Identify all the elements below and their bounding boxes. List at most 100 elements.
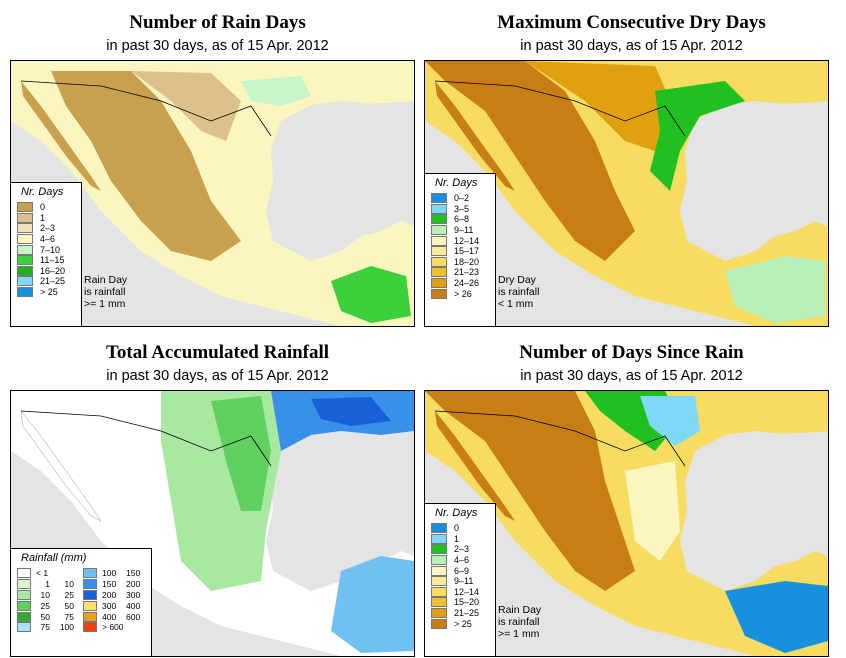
- legend-range-high: 600: [126, 611, 141, 622]
- legend-entry: 21–25: [431, 608, 495, 619]
- legend-entry: > 26: [431, 288, 495, 299]
- mixed-zone: [625, 461, 680, 561]
- map-days-since-rain: Nr. Days 0 1 2–3 4–6 6–9 9–11 12–14 15–20 21–25 >…: [424, 390, 829, 657]
- baja-peninsula: [20, 410, 102, 522]
- legend-range-low: 300: [102, 600, 117, 611]
- legend-label: 6–9: [454, 565, 470, 576]
- legend-entry: 18–20: [431, 256, 495, 268]
- panel-title: Maximum Consecutive Dry Days: [497, 12, 766, 33]
- recent-rain-zone-2: [640, 396, 700, 446]
- legend-label: 21–25: [454, 608, 480, 619]
- legend-swatch: [431, 576, 447, 587]
- legend-swatch: [17, 202, 33, 213]
- legend-label: > 26: [454, 288, 472, 299]
- legend-entry: 12–14: [431, 586, 495, 598]
- map-total-rainfall: Rainfall (mm) < 1 1 10 10 25 25 50 50 75 75 100 10…: [10, 390, 415, 657]
- long-dry-zone: [425, 391, 635, 591]
- gulf-water: [266, 431, 414, 591]
- legend-entry: 0: [431, 523, 495, 534]
- legend-swatch: [17, 589, 31, 600]
- note-line: is rainfall: [84, 286, 126, 298]
- legend-entry: 150 200: [83, 579, 140, 590]
- legend-label: 21–25: [40, 276, 66, 287]
- legend-label: 16–20: [40, 265, 66, 276]
- legend-entry: 0–2: [431, 193, 495, 204]
- legend-label: 3–5: [454, 203, 470, 214]
- legend-range-high: 150: [126, 568, 141, 579]
- legend-swatch: [431, 235, 447, 246]
- legend-entry: 24–26: [431, 278, 495, 289]
- panel-subtitle: in past 30 days, as of 15 Apr. 2012: [520, 368, 743, 384]
- pacific-water: [11, 121, 341, 326]
- legend-entry: 16–20: [17, 265, 81, 277]
- legend-swatch: [17, 287, 33, 298]
- legend-note: Rain Day is rainfall >= 1 mm: [498, 604, 541, 640]
- note-line: >= 1 mm: [498, 628, 540, 640]
- legend-entry: 6–9: [431, 565, 495, 576]
- legend-swatch: [431, 246, 447, 257]
- legend-label: 6–8: [454, 214, 470, 225]
- legend-label: 4–6: [454, 555, 470, 566]
- legend-label: 2–3: [40, 223, 56, 234]
- panel-subtitle: in past 30 days, as of 15 Apr. 2012: [106, 368, 329, 384]
- legend-entry: 21–25: [17, 276, 81, 287]
- legend-entry: 1 10: [17, 579, 74, 590]
- legend-swatch: [83, 568, 97, 579]
- legend-swatch: [431, 278, 447, 289]
- south-rain-zone: [331, 556, 414, 653]
- legend-swatch: [431, 203, 447, 214]
- legend-label: 12–14: [454, 586, 480, 597]
- legend-entry: > 25: [431, 618, 495, 629]
- legend-entry: 3–5: [431, 203, 495, 215]
- legend-swatch: [431, 214, 447, 225]
- legend-entry: 7–10: [17, 244, 81, 255]
- legend-entry: 11–15: [17, 255, 81, 266]
- legend-entry: > 25: [17, 287, 81, 298]
- gulf-water: [680, 431, 828, 591]
- legend-label: 0: [40, 202, 46, 213]
- legend-range-low: 100: [102, 568, 117, 579]
- moderate-rain-zone: [211, 396, 271, 511]
- wet-zone: [331, 266, 411, 323]
- legend-title: Nr. Days: [435, 507, 478, 519]
- legend-range-high: 25: [64, 589, 74, 600]
- legend-label: 9–11: [454, 225, 474, 236]
- panel-subtitle: in past 30 days, as of 15 Apr. 2012: [520, 38, 743, 54]
- map-image: [425, 61, 828, 326]
- legend-swatch: [17, 212, 33, 223]
- pacific-water: [425, 451, 755, 656]
- legend-range-high: 50: [64, 600, 74, 611]
- legend-swatch: [17, 611, 31, 622]
- legend-entry: 0: [17, 202, 81, 213]
- legend-entry: 200 300: [83, 589, 141, 601]
- legend-title: Nr. Days: [435, 177, 478, 189]
- legend-entry: > 600: [83, 622, 140, 633]
- legend-range-high: 400: [126, 600, 141, 611]
- legend-range-high: 300: [126, 589, 141, 600]
- legend-swatch: [83, 579, 97, 590]
- rain-today-zone: [725, 581, 828, 653]
- legend-swatch: [431, 544, 447, 555]
- legend-range-high: 100: [59, 622, 74, 633]
- legend-range-low: 1: [45, 579, 50, 590]
- legend-label: 18–20: [454, 256, 480, 267]
- legend-swatch: [431, 586, 447, 597]
- legend-range-low: 25: [40, 600, 50, 611]
- border-line: [20, 410, 272, 467]
- legend-swatch: [17, 579, 31, 590]
- legend-label: 11–15: [40, 255, 65, 266]
- legend-range-low: > 600: [102, 622, 124, 633]
- map-image: [425, 391, 828, 656]
- legend-entry: 9–11: [431, 225, 495, 236]
- legend-swatch: [431, 608, 447, 619]
- baja-peninsula: [435, 81, 515, 191]
- legend-swatch: [431, 565, 447, 576]
- legend-range-low: 150: [102, 579, 117, 590]
- legend-entry: 15–17: [431, 246, 495, 257]
- note-line: Rain Day: [84, 274, 128, 286]
- legend-rainfall: Rainfall (mm) < 1 1 10 10 25 25 50 50 75 75 100 10…: [11, 548, 152, 656]
- legend-note: Rain Day is rainfall >= 1 mm: [84, 274, 127, 310]
- legend-entry: 21–23: [431, 267, 495, 278]
- panel-subtitle: in past 30 days, as of 15 Apr. 2012: [106, 38, 329, 54]
- very-dry-zone: [425, 61, 635, 261]
